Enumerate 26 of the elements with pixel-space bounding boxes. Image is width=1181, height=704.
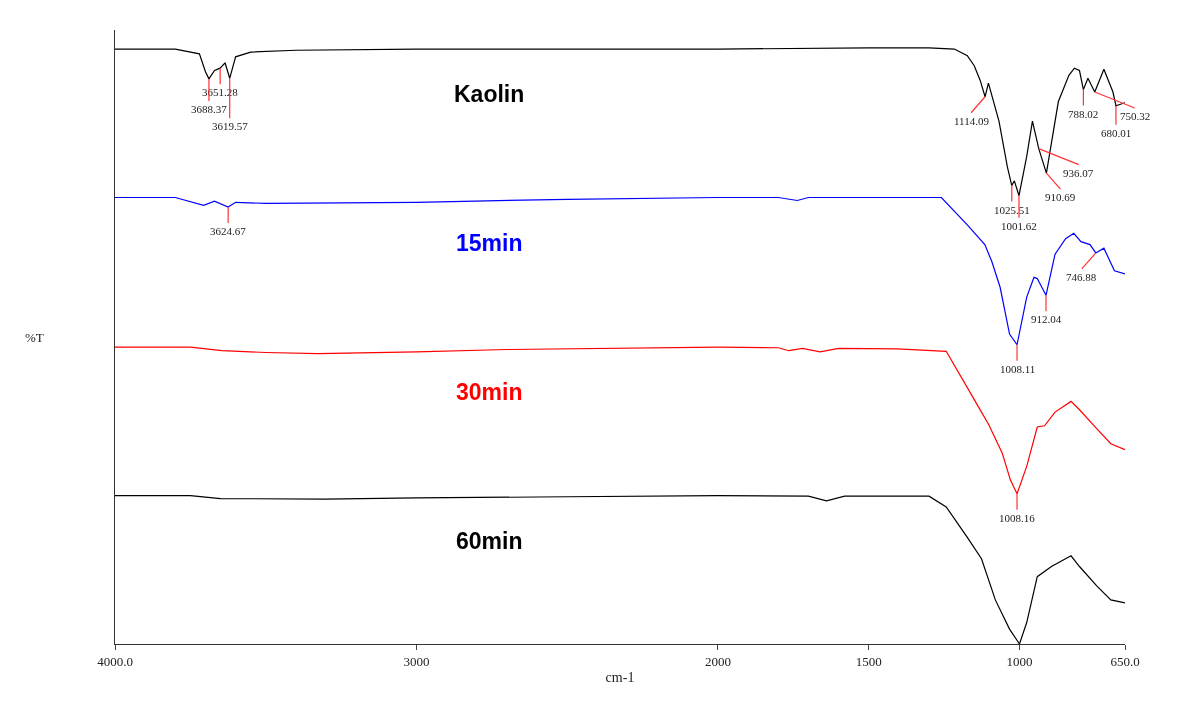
annotation: 1008.11 [1000, 363, 1036, 375]
annotation: 680.01 [1101, 127, 1132, 139]
x-tick-label: 1000 [1006, 653, 1033, 669]
series-label: 60min [456, 528, 523, 554]
annotation: 750.32 [1120, 110, 1151, 122]
annotation: 3688.37 [191, 103, 228, 115]
annotation: 3619.57 [212, 120, 249, 132]
series-label: 15min [456, 230, 523, 256]
x-tick-label: 3000 [403, 653, 430, 669]
x-axis-title: cm-1 [605, 669, 635, 685]
annotation: 1008.16 [999, 512, 1036, 524]
annotation: 936.07 [1063, 167, 1094, 179]
x-tick-label: 2000 [704, 653, 731, 669]
annotation: 788.02 [1068, 108, 1099, 120]
x-tick-label: 4000.0 [97, 653, 133, 669]
annotation: 746.88 [1066, 271, 1097, 283]
series-label: 30min [456, 379, 523, 405]
annotation: 1001.62 [1001, 220, 1037, 232]
annotation: 3624.67 [210, 225, 247, 237]
series-label: Kaolin [454, 81, 525, 107]
annotation: 1114.09 [954, 115, 990, 127]
annotation: 912.04 [1031, 313, 1062, 325]
y-axis-title: %T [25, 330, 44, 345]
x-tick-label: 650.0 [1110, 653, 1140, 669]
x-tick-label: 1500 [855, 653, 882, 669]
annotation: 910.69 [1045, 191, 1076, 203]
